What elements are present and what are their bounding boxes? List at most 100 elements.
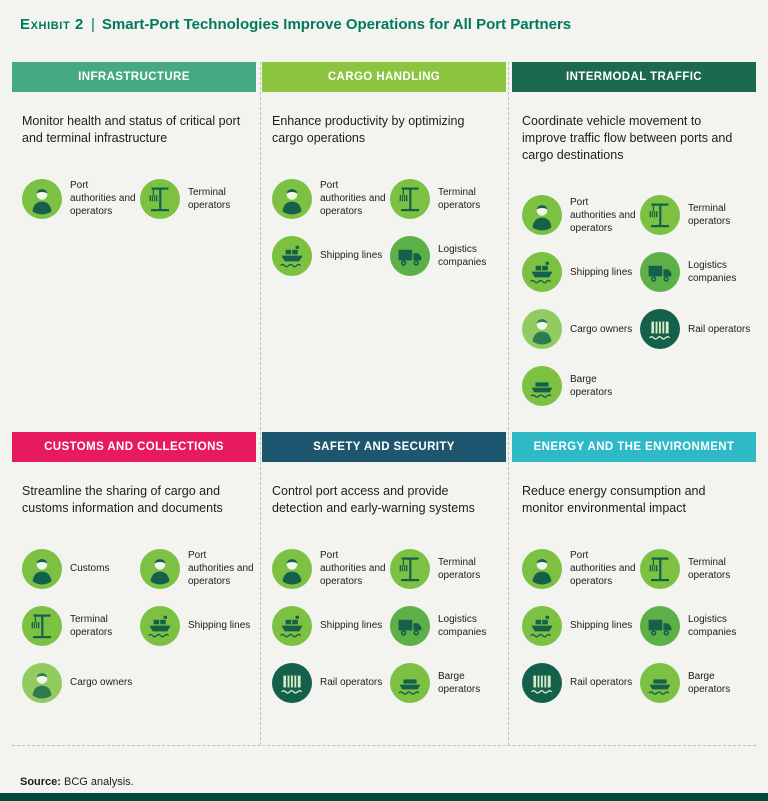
person-icon — [22, 548, 62, 589]
stakeholder-rail: Rail operators — [272, 662, 386, 703]
title-divider: | — [90, 16, 95, 33]
barge-icon — [390, 662, 430, 703]
panel-customs-and-collections: CUSTOMS AND COLLECTIONS Streamline the s… — [12, 432, 256, 745]
stakeholder-port_authorities: Port authorities and operators — [272, 178, 386, 219]
source-label: Source: — [20, 776, 61, 788]
panel-description: Monitor health and status of critical po… — [22, 114, 241, 145]
truck-icon — [640, 252, 680, 293]
stakeholder-label: Cargo owners — [570, 323, 633, 335]
panel-description: Control port access and provide detectio… — [272, 484, 475, 515]
stakeholder-label: Port authorities and operators — [570, 196, 636, 234]
stakeholder-shipping: Shipping lines — [272, 605, 386, 646]
stakeholder-label: Logistics companies — [438, 243, 487, 268]
stakeholder-label: Port authorities and operators — [188, 550, 254, 587]
truck-icon — [390, 605, 430, 646]
ship-icon — [522, 252, 562, 293]
person-icon — [140, 548, 180, 589]
stakeholder-label: Terminal operators — [688, 556, 731, 581]
panel-header-infrastructure: INFRASTRUCTURE — [12, 62, 256, 92]
stakeholder-list: Customs Port authorities and operators T… — [22, 548, 254, 703]
stakeholder-cargo: Cargo owners — [522, 309, 636, 350]
panels-grid: INFRASTRUCTURE Monitor health and status… — [12, 62, 756, 746]
stakeholder-terminal: Terminal operators — [390, 548, 504, 589]
stakeholder-label: Port authorities and operators — [70, 180, 136, 217]
stakeholder-list: Port authorities and operators Terminal … — [22, 178, 254, 219]
stakeholder-label: Shipping lines — [320, 250, 383, 261]
stakeholder-label: Rail operators — [570, 677, 633, 688]
stakeholder-logistics: Logistics companies — [640, 605, 754, 646]
stakeholder-terminal: Terminal operators — [640, 548, 754, 589]
stakeholder-shipping: Shipping lines — [272, 235, 386, 276]
stakeholder-terminal: Terminal operators — [390, 178, 504, 219]
stakeholder-label: Shipping lines — [188, 620, 251, 631]
stakeholder-logistics: Logistics companies — [640, 252, 754, 293]
stakeholder-cargo: Cargo owners — [22, 662, 136, 703]
stakeholder-port_authorities: Port authorities and operators — [272, 548, 386, 589]
stakeholder-label: Terminal operators — [70, 613, 113, 638]
panel-header-energy-and-environment: ENERGY AND THE ENVIRONMENT — [512, 432, 756, 462]
stakeholder-shipping: Shipping lines — [522, 252, 636, 293]
stakeholder-label: Port authorities and operators — [320, 180, 386, 217]
stakeholder-barge: Barge operators — [522, 366, 636, 407]
stakeholder-shipping: Shipping lines — [522, 605, 636, 646]
panel-description: Streamline the sharing of cargo and cust… — [22, 484, 223, 515]
stakeholder-label: Shipping lines — [320, 620, 383, 631]
stakeholder-list: Port authorities and operators Terminal … — [522, 195, 754, 407]
stakeholder-label: Port authorities and operators — [570, 550, 636, 587]
stakeholder-rail: Rail operators — [522, 662, 636, 703]
panel-cargo-handling: CARGO HANDLING Enhance productivity by o… — [262, 62, 506, 432]
panel-energy-and-environment: ENERGY AND THE ENVIRONMENT Reduce energy… — [512, 432, 756, 745]
crane-icon — [390, 178, 430, 219]
page-title: Smart-Port Technologies Improve Operatio… — [101, 16, 572, 33]
person-icon — [22, 662, 62, 703]
person-icon — [522, 548, 562, 589]
stakeholder-shipping: Shipping lines — [140, 605, 254, 646]
crane-icon — [140, 178, 180, 219]
stakeholder-terminal: Terminal operators — [22, 605, 136, 646]
stakeholder-label: Shipping lines — [570, 620, 633, 631]
truck-icon — [640, 605, 680, 646]
person-icon — [522, 309, 562, 350]
stakeholder-label: Cargo owners — [70, 677, 133, 688]
barge-icon — [640, 662, 680, 703]
stakeholder-label: Barge operators — [688, 670, 731, 695]
stakeholder-label: Terminal operators — [438, 556, 481, 581]
stakeholder-list: Port authorities and operators Terminal … — [272, 548, 504, 703]
stakeholder-rail: Rail operators — [640, 309, 754, 350]
stakeholder-port_authorities: Port authorities and operators — [522, 195, 636, 236]
panel-infrastructure: INFRASTRUCTURE Monitor health and status… — [12, 62, 256, 432]
stakeholder-logistics: Logistics companies — [390, 235, 504, 276]
railcar-icon — [272, 662, 312, 703]
ship-icon — [272, 235, 312, 276]
person-icon — [522, 195, 562, 236]
exhibit-number: Exhibit 2 — [20, 16, 84, 33]
stakeholder-label: Barge operators — [570, 374, 613, 399]
exhibit-title: Exhibit 2 | Smart-Port Technologies Impr… — [0, 0, 768, 62]
panel-intermodal-traffic: INTERMODAL TRAFFIC Coordinate vehicle mo… — [512, 62, 756, 432]
stakeholder-customs: Customs — [22, 548, 136, 589]
ship-icon — [522, 605, 562, 646]
stakeholder-label: Terminal operators — [438, 186, 481, 211]
stakeholder-port_authorities: Port authorities and operators — [140, 548, 254, 589]
crane-icon — [640, 195, 680, 236]
stakeholder-label: Logistics companies — [688, 613, 737, 638]
panel-header-cargo-handling: CARGO HANDLING — [262, 62, 506, 92]
stakeholder-label: Logistics companies — [688, 260, 737, 285]
stakeholder-label: Logistics companies — [438, 613, 487, 638]
column-divider — [259, 62, 261, 745]
railcar-icon — [640, 309, 680, 350]
stakeholder-label: Customs — [70, 563, 110, 574]
panel-description: Reduce energy consumption and monitor en… — [522, 484, 706, 515]
ship-icon — [140, 605, 180, 646]
column-divider — [507, 62, 509, 745]
stakeholder-port_authorities: Port authorities and operators — [22, 178, 136, 219]
panel-header-safety-and-security: SAFETY AND SECURITY — [262, 432, 506, 462]
source-note: Source: BCG analysis. — [0, 746, 768, 788]
person-icon — [272, 548, 312, 589]
panel-header-intermodal-traffic: INTERMODAL TRAFFIC — [512, 62, 756, 92]
stakeholder-terminal: Terminal operators — [140, 178, 254, 219]
panel-description: Enhance productivity by optimizing cargo… — [272, 114, 465, 145]
stakeholder-terminal: Terminal operators — [640, 195, 754, 236]
stakeholder-list: Port authorities and operators Terminal … — [522, 548, 754, 703]
crane-icon — [22, 605, 62, 646]
